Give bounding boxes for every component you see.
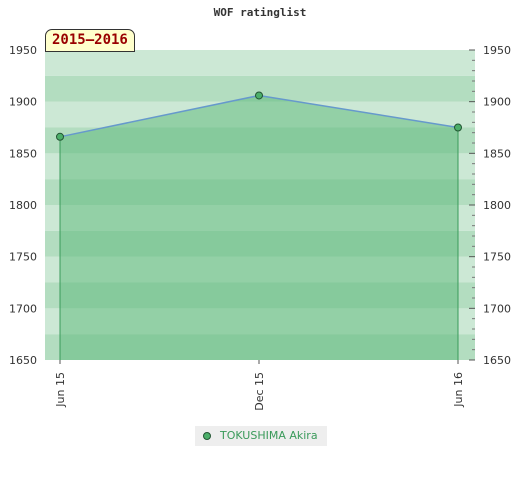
- y-tick-label-left: 1850: [9, 147, 37, 160]
- period-badge: 2015–2016: [45, 29, 135, 52]
- y-tick-label-right: 1850: [483, 147, 511, 160]
- y-tick-label-right: 1800: [483, 199, 511, 212]
- grid-band: [45, 50, 475, 76]
- legend[interactable]: TOKUSHIMA Akira: [195, 426, 327, 446]
- y-tick-label-left: 1650: [9, 354, 37, 367]
- y-tick-label-right: 1750: [483, 251, 511, 264]
- data-point: [56, 132, 64, 141]
- series-area: [60, 95, 458, 360]
- legend-label: TOKUSHIMA Akira: [220, 429, 318, 442]
- x-tick-label: Jun 15: [54, 372, 67, 408]
- data-point: [255, 91, 263, 100]
- data-point: [454, 123, 462, 132]
- y-tick-label-left: 1800: [9, 199, 37, 212]
- y-tick-label-left: 1750: [9, 251, 37, 264]
- x-tick-label: Dec 15: [253, 372, 266, 411]
- legend-marker-icon: [203, 432, 211, 440]
- y-tick-label-left: 1950: [9, 44, 37, 57]
- y-tick-label-right: 1700: [483, 302, 511, 315]
- y-tick-label-left: 1900: [9, 96, 37, 109]
- y-tick-label-right: 1900: [483, 96, 511, 109]
- y-tick-label-right: 1650: [483, 354, 511, 367]
- y-tick-label-left: 1700: [9, 302, 37, 315]
- chart-title: WOF ratinglist: [213, 6, 307, 19]
- x-tick-label: Jun 16: [452, 372, 465, 408]
- y-tick-label-right: 1950: [483, 44, 511, 57]
